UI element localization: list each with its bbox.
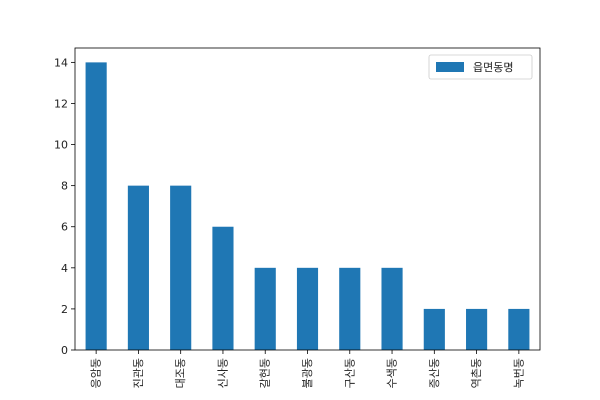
x-tick-label: 구산동 [343, 358, 356, 388]
y-tick-label: 10 [54, 139, 68, 152]
x-tick-label: 증산동 [428, 358, 441, 388]
x-tick-label: 역촌동 [470, 358, 483, 388]
y-tick-label: 12 [54, 97, 68, 110]
y-tick-label: 4 [61, 262, 68, 275]
y-tick-label: 14 [54, 56, 68, 69]
plot-frame [74, 47, 541, 351]
x-tick-label: 불광동 [301, 358, 314, 388]
x-tick-label: 응암동 [90, 358, 103, 388]
x-tick-label: 갈현동 [258, 358, 272, 388]
legend-label: 읍면동명 [473, 61, 513, 74]
legend-box [428, 54, 533, 80]
legend-swatch [436, 62, 464, 72]
x-tick-label: 신사동 [216, 358, 229, 388]
x-tick-label: 수색동 [386, 358, 399, 388]
bar-구산동 [339, 267, 361, 350]
bar-응암동 [85, 62, 107, 350]
bar-증산동 [423, 308, 445, 350]
y-tick-label: 0 [61, 344, 68, 357]
x-axis: 응암동 진관동 대조동 신사동 갈현동 불광동 구산동 수색동 증산동 역촌동 녹번동 [90, 350, 525, 388]
bar-녹번동 [508, 308, 530, 350]
x-tick-label: 진관동 [132, 358, 145, 388]
bar-진관동 [127, 185, 149, 350]
y-tick-label: 2 [61, 303, 68, 316]
y-tick-label: 8 [61, 180, 68, 193]
bars-group [85, 62, 530, 350]
bar-갈현동 [254, 267, 276, 350]
bar-대조동 [170, 185, 192, 350]
legend: 읍면동명 [428, 54, 533, 80]
y-tick-label: 6 [61, 221, 68, 234]
bar-역촌동 [466, 308, 488, 350]
bar-불광동 [296, 267, 319, 350]
bar-신사동 [212, 226, 234, 350]
x-tick-label: 대조동 [174, 358, 187, 388]
y-axis: 0 2 4 6 8 10 12 14 [54, 56, 75, 357]
x-tick-label: 녹번동 [512, 358, 525, 388]
bar-수색동 [381, 267, 403, 350]
